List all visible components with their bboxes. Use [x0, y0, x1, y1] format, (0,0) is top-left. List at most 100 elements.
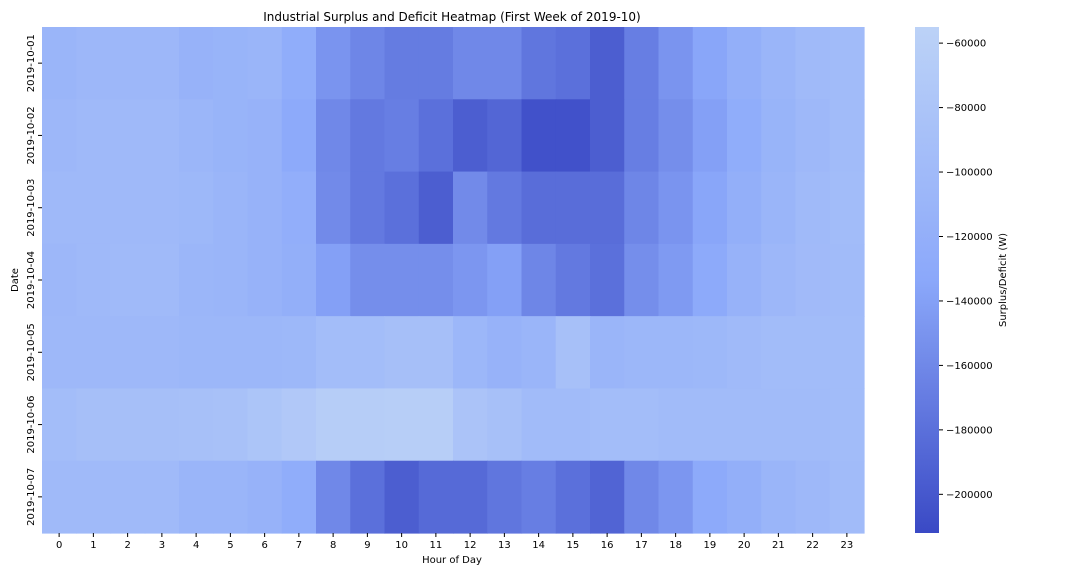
x-tick-label: 14 [532, 540, 545, 551]
y-tick-label: 2019-10-05 [26, 323, 37, 381]
heatmap-cell [179, 99, 214, 173]
heatmap-cell [590, 243, 625, 317]
heatmap-cell [829, 171, 865, 245]
heatmap-cell [795, 99, 831, 173]
y-tick-label: 2019-10-04 [26, 251, 37, 309]
heatmap-cell [795, 243, 831, 317]
heatmap-cell [110, 27, 146, 100]
heatmap-cell [384, 243, 420, 317]
heatmap-cell [521, 171, 557, 245]
heatmap-cell [487, 388, 523, 462]
colorbar-tick-label: −160000 [946, 361, 993, 372]
x-tick-label: 20 [738, 540, 751, 551]
heatmap-cell [590, 27, 625, 100]
x-tick-label: 17 [635, 540, 648, 551]
heatmap-cell [281, 27, 317, 100]
x-tick-label: 18 [669, 540, 682, 551]
y-axis: 2019-10-01 2019-10-02 2019-10-03 2019-10-04… [26, 34, 42, 526]
heatmap-cell [761, 460, 797, 534]
heatmap-cell [144, 99, 180, 173]
heatmap-cell [179, 27, 214, 100]
heatmap-cell [384, 460, 420, 534]
heatmap-cell [350, 171, 386, 245]
heatmap-cell [692, 460, 728, 534]
heatmap-cell [418, 388, 454, 462]
heatmap-cell [590, 171, 625, 245]
heatmap-cell [281, 388, 317, 462]
heatmap-cell [350, 388, 386, 462]
y-axis-label: Date [10, 268, 21, 292]
heatmap-cell [418, 316, 454, 390]
heatmap-cell [42, 27, 77, 100]
heatmap-cell [590, 460, 625, 534]
heatmap-cell [213, 27, 249, 100]
heatmap-cell [795, 460, 831, 534]
heatmap-cell [727, 27, 762, 100]
heatmap-cell [624, 27, 660, 100]
heatmap-cell [761, 388, 797, 462]
heatmap-cell [384, 99, 420, 173]
heatmap-cell [555, 27, 591, 100]
heatmap-cell [555, 388, 591, 462]
heatmap-cell [42, 171, 77, 245]
chart-title: Industrial Surplus and Deficit Heatmap (… [263, 10, 640, 24]
y-tick-label: 2019-10-02 [26, 106, 37, 164]
heatmap-cell [829, 388, 865, 462]
heatmap-cell [795, 316, 831, 390]
y-tick-label: 2019-10-03 [26, 179, 37, 237]
x-tick-label: 13 [498, 540, 511, 551]
heatmap-cell [179, 460, 214, 534]
heatmap-cell [316, 460, 351, 534]
heatmap-cell [247, 243, 283, 317]
heatmap-cell [110, 316, 146, 390]
x-tick-label: 22 [806, 540, 819, 551]
heatmap-cell [316, 171, 351, 245]
heatmap-cell [727, 388, 762, 462]
heatmap-cell [829, 243, 865, 317]
heatmap-cell [521, 316, 557, 390]
heatmap-cell [110, 243, 146, 317]
heatmap-cell [213, 388, 249, 462]
colorbar-tick-label: −120000 [946, 232, 993, 243]
x-tick-label: 15 [567, 540, 580, 551]
heatmap-cell [281, 99, 317, 173]
heatmap-cell [487, 27, 523, 100]
heatmap-cell [829, 460, 865, 534]
heatmap-cell [350, 27, 386, 100]
x-axis-label: Hour of Day [422, 555, 482, 566]
heatmap-cell [453, 460, 488, 534]
y-tick-label: 2019-10-01 [26, 34, 37, 92]
x-tick-label: 8 [330, 540, 336, 551]
heatmap-cell [42, 388, 77, 462]
heatmap-cell [144, 316, 180, 390]
heatmap-cell [316, 388, 351, 462]
heatmap-cell [384, 388, 420, 462]
heatmap-cells [42, 27, 865, 534]
heatmap-cell [624, 171, 660, 245]
y-tick-label: 2019-10-06 [26, 396, 37, 454]
x-tick-label: 11 [430, 540, 443, 551]
heatmap-cell [521, 27, 557, 100]
x-tick-label: 6 [261, 540, 267, 551]
heatmap-cell [521, 460, 557, 534]
heatmap-cell [761, 27, 797, 100]
heatmap-cell [590, 316, 625, 390]
heatmap-cell [247, 388, 283, 462]
x-tick-label: 3 [159, 540, 165, 551]
heatmap-cell [487, 243, 523, 317]
heatmap-cell [487, 460, 523, 534]
x-tick-label: 4 [193, 540, 199, 551]
heatmap-cell [144, 243, 180, 317]
heatmap-cell [76, 99, 112, 173]
heatmap-cell [144, 388, 180, 462]
heatmap-cell [76, 243, 112, 317]
heatmap-cell [624, 99, 660, 173]
colorbar-tick-label: −180000 [946, 425, 993, 436]
heatmap-cell [281, 171, 317, 245]
heatmap-cell [316, 316, 351, 390]
colorbar [915, 27, 939, 533]
heatmap-cell [555, 99, 591, 173]
heatmap-cell [795, 388, 831, 462]
y-tick-label: 2019-10-07 [26, 468, 37, 526]
heatmap-cell [213, 243, 249, 317]
